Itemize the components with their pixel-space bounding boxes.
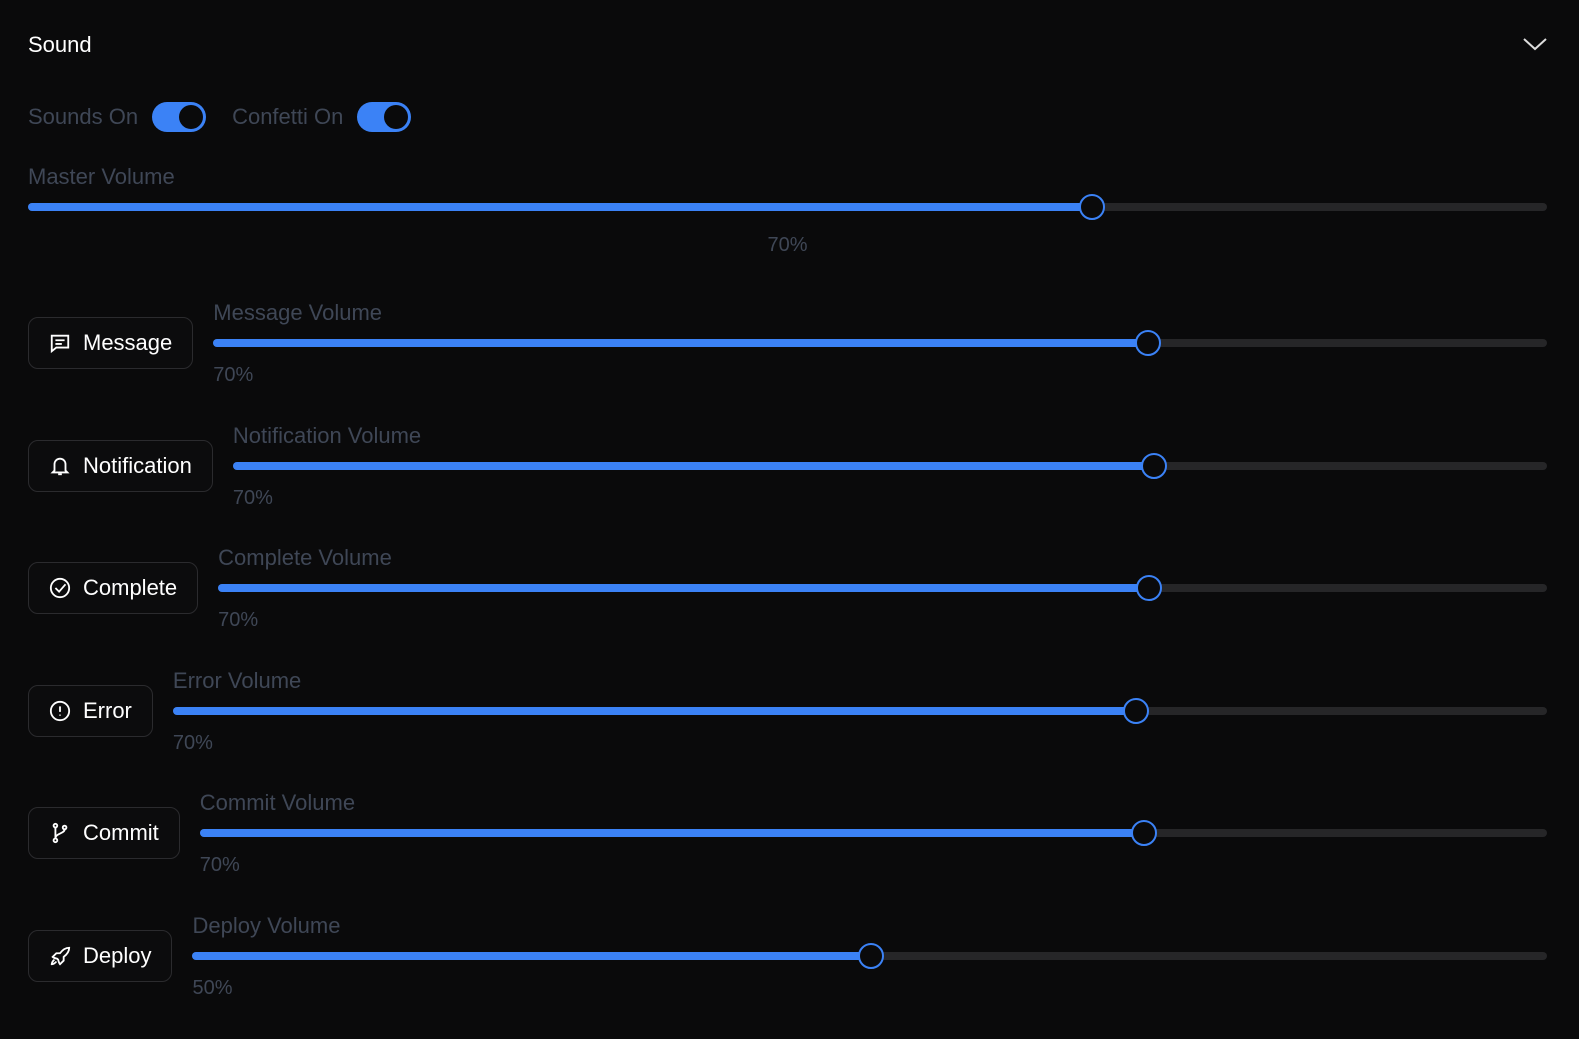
slider-value: 70% [767, 234, 808, 256]
slider-fill [232, 461, 1153, 470]
toggle-label: Confetti On [232, 104, 344, 129]
slider-fill [172, 706, 1135, 715]
slider-value: 70% [213, 364, 254, 386]
button-label: Error [83, 697, 132, 723]
sound-button[interactable]: Complete [28, 562, 199, 615]
toggle-switch[interactable] [357, 102, 412, 132]
slider-fill [213, 339, 1147, 347]
slider-thumb[interactable] [1134, 330, 1161, 356]
slider-track [199, 820, 1547, 847]
sound-row: Deploy Deploy Volume 50% [28, 913, 1547, 1036]
slider-fill [192, 951, 870, 960]
sound-button[interactable]: Notification [28, 439, 213, 492]
toggle-label: Sounds On [28, 104, 139, 129]
slider-label: Commit Volume [199, 790, 356, 816]
slider[interactable] [232, 449, 1547, 483]
sound-row: Commit Commit Volume 70% [28, 790, 1547, 913]
slider[interactable] [199, 816, 1547, 850]
slider-value: 50% [192, 976, 233, 999]
slider-thumb[interactable] [1079, 194, 1106, 220]
slider-value: 70% [199, 854, 240, 877]
button-label: Notification [83, 452, 192, 478]
slider-label: Deploy Volume [192, 912, 341, 938]
slider[interactable] [28, 190, 1547, 224]
slider-fill [199, 829, 1143, 838]
slider-track [28, 194, 1547, 220]
slider-track [192, 942, 1547, 969]
button-label: Complete [83, 575, 178, 601]
slider-value: 70% [172, 731, 213, 754]
slider-label: Error Volume [172, 667, 302, 693]
sound-button[interactable]: Message [28, 317, 194, 369]
toggle-group: Sounds On Confetti On [28, 100, 437, 134]
slider-value: 70% [218, 609, 259, 632]
slider-thumb[interactable] [1140, 452, 1167, 479]
slider-label: Message Volume [213, 300, 383, 325]
slider-fill [28, 203, 1092, 211]
sound-row: Notification Notification Volume 70% [28, 423, 1547, 546]
button-label: Deploy [83, 942, 152, 968]
sound-row: Complete Complete Volume 70% [28, 545, 1547, 668]
slider-thumb[interactable] [1136, 575, 1163, 602]
slider[interactable] [213, 326, 1547, 360]
button-label: Commit [83, 820, 159, 846]
slider-thumb[interactable] [1130, 820, 1157, 847]
button-label: Message [83, 330, 173, 355]
slider-track [172, 697, 1547, 724]
master-volume: Master Volume 70% [28, 164, 1547, 260]
sound-row: Message Message Volume 70% [28, 300, 1547, 423]
slider-track [232, 452, 1547, 479]
slider-label: Master Volume [28, 164, 175, 189]
sound-button[interactable]: Commit [28, 807, 180, 860]
slider-label: Complete Volume [218, 545, 392, 571]
collapse-chevron[interactable] [1522, 36, 1548, 52]
sound-rows: Message Message Volume 70% Notification … [28, 300, 1547, 1036]
slider-fill [218, 584, 1149, 593]
slider-label: Notification Volume [232, 422, 422, 448]
slider-thumb[interactable] [857, 942, 884, 969]
section-title: Sound [28, 32, 92, 57]
slider[interactable] [192, 939, 1547, 973]
sound-row: Error Error Volume 70% [28, 668, 1547, 791]
slider-track [218, 575, 1547, 602]
slider-thumb[interactable] [1122, 697, 1149, 724]
sound-button[interactable]: Error [28, 684, 153, 737]
slider[interactable] [218, 571, 1547, 605]
slider-track [213, 330, 1547, 356]
slider-value: 70% [232, 486, 273, 509]
sound-button[interactable]: Deploy [28, 929, 173, 982]
slider[interactable] [172, 694, 1547, 728]
toggle-switch[interactable] [152, 102, 207, 132]
